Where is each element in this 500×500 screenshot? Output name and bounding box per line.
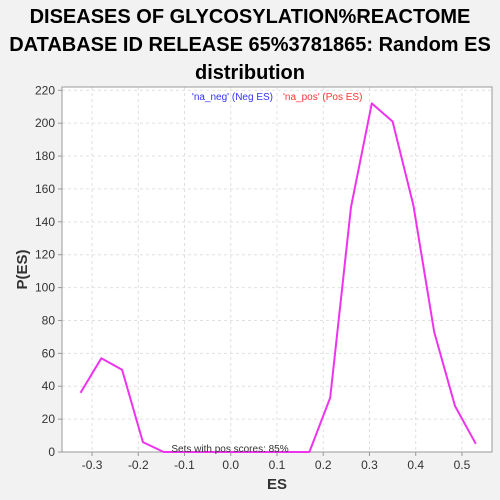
x-tick-label: -0.1 bbox=[174, 458, 195, 472]
x-tick-label: 0.5 bbox=[454, 458, 471, 472]
x-tick-label: 0.1 bbox=[269, 458, 286, 472]
grid-lines bbox=[62, 87, 492, 453]
y-tick-label: 20 bbox=[42, 412, 56, 426]
y-tick-label: 160 bbox=[35, 182, 55, 196]
chart-title-line-3: distribution bbox=[195, 62, 305, 84]
chart-title-line-1: DISEASES OF GLYCOSYLATION%REACTOME bbox=[29, 6, 471, 28]
x-tick-label: 0.4 bbox=[407, 458, 424, 472]
y-tick-label: 60 bbox=[42, 346, 56, 360]
legend-entry-pos: 'na_pos' (Pos ES) bbox=[283, 92, 362, 103]
x-axis-title: ES bbox=[267, 476, 287, 493]
y-tick-label: 40 bbox=[42, 379, 56, 393]
pos-scores-annotation: Sets with pos scores: 85% bbox=[171, 444, 288, 455]
y-tick-label: 0 bbox=[48, 445, 55, 459]
y-tick-label: 220 bbox=[35, 83, 55, 97]
series-layer bbox=[79, 102, 477, 453]
y-tick-label: 100 bbox=[35, 281, 55, 295]
labels: ES P(ES) 'na_neg' (Neg ES) 'na_pos' (Pos… bbox=[14, 83, 471, 493]
x-tick-label: -0.3 bbox=[82, 458, 103, 472]
es-distribution-line bbox=[79, 102, 477, 453]
y-axis-title: P(ES) bbox=[14, 249, 31, 289]
y-tick-label: 180 bbox=[35, 149, 55, 163]
y-tick-label: 200 bbox=[35, 116, 55, 130]
legend-entry-neg: 'na_neg' (Neg ES) bbox=[192, 92, 273, 103]
y-tick-label: 120 bbox=[35, 248, 55, 262]
y-tick-label: 80 bbox=[42, 313, 56, 327]
chart-title-line-2: DATABASE ID RELEASE 65%3781865: Random E… bbox=[9, 34, 491, 56]
x-tick-label: -0.2 bbox=[128, 458, 149, 472]
chart-title: DISEASES OF GLYCOSYLATION%REACTOME DATAB… bbox=[0, 3, 500, 87]
x-tick-label: 0.0 bbox=[222, 458, 239, 472]
x-tick-label: 0.2 bbox=[315, 458, 332, 472]
x-tick-label: 0.3 bbox=[361, 458, 378, 472]
y-tick-label: 140 bbox=[35, 215, 55, 229]
